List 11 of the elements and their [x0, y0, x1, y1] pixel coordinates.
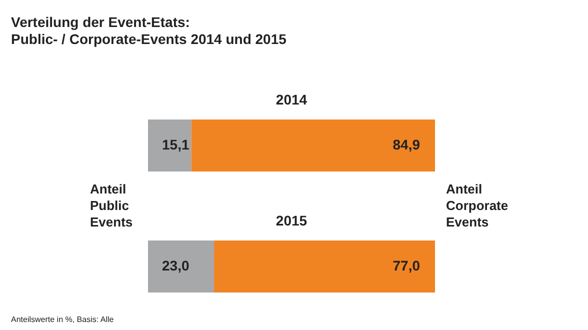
text: Anteilswerte in %, Basis: Alle — [11, 315, 114, 324]
data-label: 84,9 — [392, 136, 420, 152]
chart-subtitle: Public- / Corporate-Events 2014 und 2015 — [11, 31, 287, 47]
series-label: Anteil Corporate Events — [446, 182, 508, 230]
data-label: 77,0 — [392, 258, 420, 274]
series-label: Anteil Public Events — [90, 182, 133, 230]
y-tick-label: 2015 — [276, 212, 308, 228]
data-label: 23,0 — [162, 258, 190, 274]
y-tick-label: 2014 — [276, 92, 308, 108]
chart-title: Verteilung der Event-Etats: — [11, 14, 190, 30]
data-label: 15,1 — [162, 136, 190, 152]
